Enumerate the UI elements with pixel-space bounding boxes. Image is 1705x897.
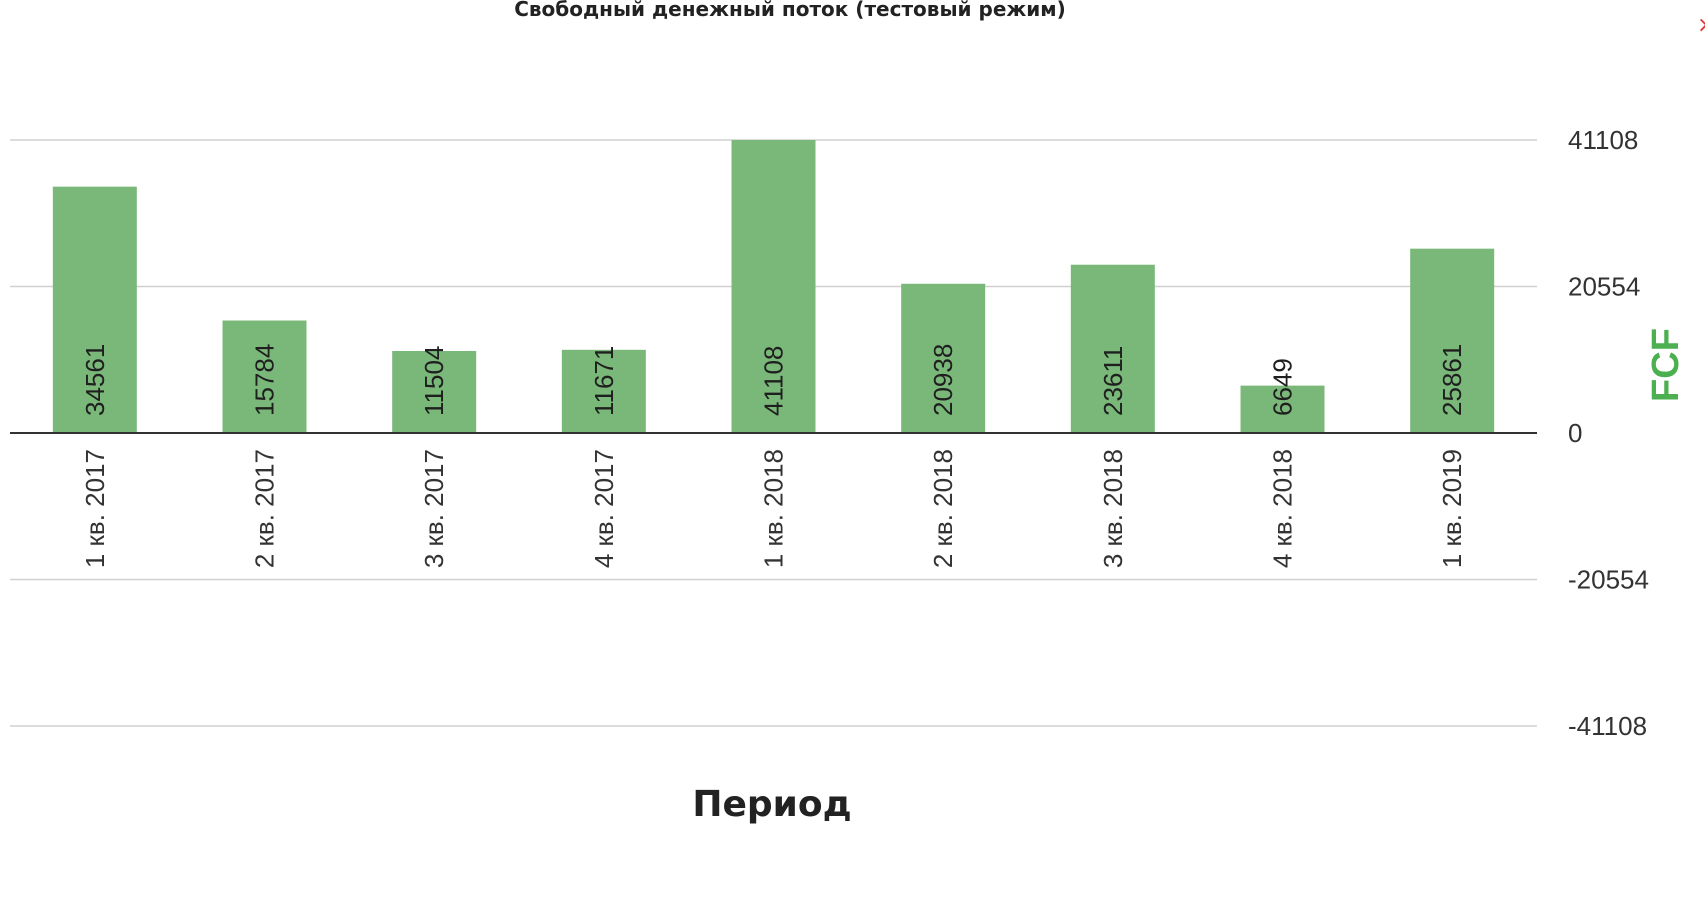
bar-value-label: 15784 xyxy=(250,344,280,416)
x-tick-label: 1 кв. 2019 xyxy=(1437,449,1467,568)
bar[interactable] xyxy=(52,186,137,433)
bar[interactable] xyxy=(561,349,646,433)
y-tick-label: 41108 xyxy=(1568,125,1638,155)
bar-value-label: 11671 xyxy=(589,346,619,416)
bars xyxy=(52,140,1495,433)
bar[interactable] xyxy=(1240,385,1325,433)
bar-value-label: 25861 xyxy=(1437,344,1467,416)
bar-value-label: 11504 xyxy=(419,346,449,416)
x-tick-label: 2 кв. 2018 xyxy=(928,449,958,568)
y-tick-label: 0 xyxy=(1568,418,1582,448)
x-tick-label: 2 кв. 2017 xyxy=(250,449,280,568)
x-tick-label: 1 кв. 2017 xyxy=(80,449,110,568)
x-tick-label: 3 кв. 2018 xyxy=(1098,449,1128,568)
close-icon[interactable]: × xyxy=(1697,13,1705,38)
x-tick-label: 1 кв. 2018 xyxy=(759,449,789,568)
bar[interactable] xyxy=(731,140,816,433)
y-tick-label: -20554 xyxy=(1568,565,1649,595)
x-tick-label: 4 кв. 2017 xyxy=(589,449,619,568)
x-tick-label: 4 кв. 2018 xyxy=(1268,449,1298,568)
x-axis-title: Период xyxy=(692,784,851,825)
bar[interactable] xyxy=(222,320,307,433)
bar-value-label: 20938 xyxy=(928,344,958,416)
chart-title: Свободный денежный поток (тестовый режим… xyxy=(514,0,1066,21)
bar-value-label: 34561 xyxy=(80,344,110,416)
bar[interactable] xyxy=(901,283,986,433)
data-labels: 34561 15784 11504 11671 41108 20938 23611 6649 2… xyxy=(80,344,1467,416)
bar-value-label: 41108 xyxy=(759,346,789,416)
bar[interactable] xyxy=(1070,264,1155,433)
x-tick-label: 3 кв. 2017 xyxy=(419,449,449,568)
x-axis-tick-labels: 1 кв. 2017 2 кв. 2017 3 кв. 2017 4 кв. 2017… xyxy=(80,449,1467,568)
bar-value-label: 23611 xyxy=(1098,346,1128,416)
y-axis-title: FCF xyxy=(1645,328,1687,402)
y-axis-tick-labels: 41108 20554 0 -20554 -41108 xyxy=(1568,125,1649,741)
bar[interactable] xyxy=(392,351,477,433)
bar[interactable] xyxy=(1410,248,1495,433)
y-tick-label: -41108 xyxy=(1568,711,1647,741)
bar-value-label: 6649 xyxy=(1268,358,1298,416)
y-tick-label: 20554 xyxy=(1568,272,1640,302)
